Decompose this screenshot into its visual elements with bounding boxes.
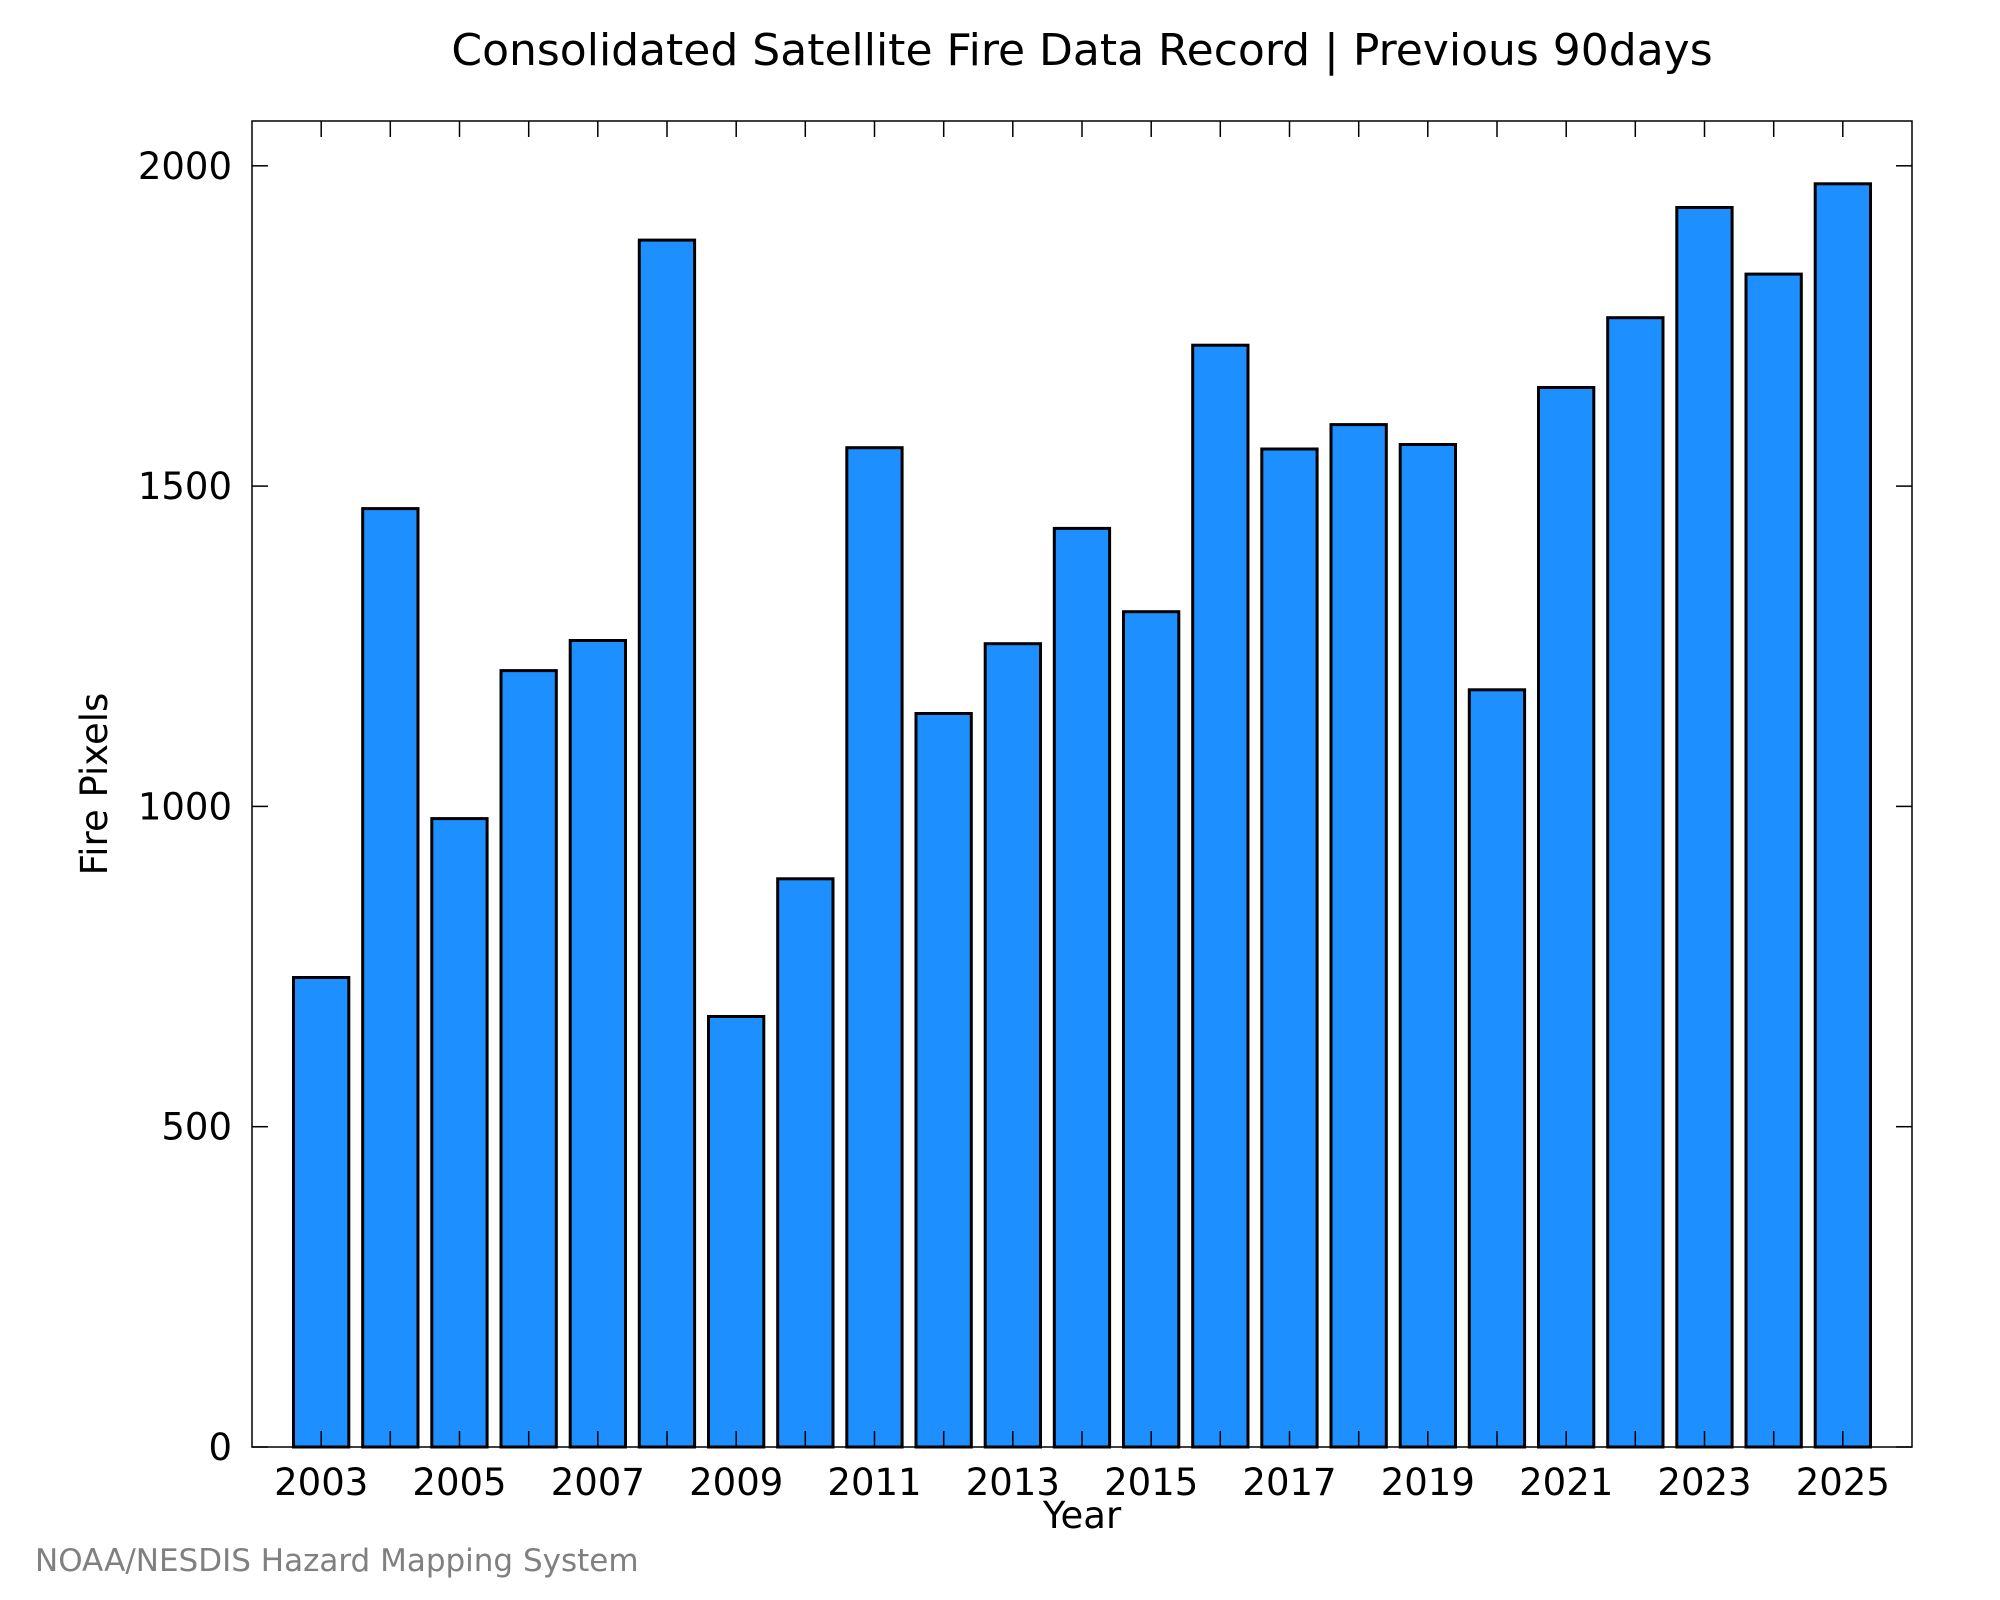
x-axis-label: Year xyxy=(1042,1494,1122,1537)
bar-2003 xyxy=(292,976,351,1449)
y-tick-label-500: 500 xyxy=(161,1106,232,1149)
bar-2010 xyxy=(776,877,835,1449)
bar-2015 xyxy=(1122,610,1181,1449)
bar-2019 xyxy=(1398,443,1457,1449)
x-tick-label-2019: 2019 xyxy=(1381,1461,1475,1504)
bar-2013 xyxy=(983,642,1043,1449)
bar-2018 xyxy=(1329,423,1388,1449)
bar-2006 xyxy=(499,669,558,1449)
bar-2024 xyxy=(1744,272,1803,1449)
bar-2020 xyxy=(1467,688,1527,1449)
bar-2022 xyxy=(1606,316,1665,1449)
chart-title: Consolidated Satellite Fire Data Record … xyxy=(451,25,1712,76)
ticks-group xyxy=(252,121,1912,1448)
credit-text: NOAA/NESDIS Hazard Mapping System xyxy=(35,1543,639,1579)
x-tick-label-2011: 2011 xyxy=(827,1461,921,1504)
bars-group xyxy=(292,182,1872,1449)
x-tick-label-2013: 2013 xyxy=(966,1461,1060,1504)
y-tick-label-1000: 1000 xyxy=(138,785,232,828)
x-tick-label-2025: 2025 xyxy=(1796,1461,1890,1504)
bar-2021 xyxy=(1537,386,1596,1449)
y-tick-labels: 0 500 1000 1500 2000 xyxy=(138,145,232,1469)
x-tick-label-2007: 2007 xyxy=(551,1461,645,1504)
bar-2014 xyxy=(1052,526,1112,1449)
bar-2012 xyxy=(914,712,973,1449)
x-tick-label-2015: 2015 xyxy=(1104,1461,1198,1504)
x-tick-label-2003: 2003 xyxy=(274,1461,368,1504)
x-tick-label-2005: 2005 xyxy=(412,1461,506,1504)
bar-2025 xyxy=(1813,182,1872,1449)
bar-2016 xyxy=(1191,343,1250,1449)
bar-2007 xyxy=(568,639,628,1449)
plot-frame xyxy=(251,120,1913,1448)
y-axis-label: Fire Pixels xyxy=(73,693,116,876)
bar-2017 xyxy=(1260,447,1319,1449)
bar-2023 xyxy=(1675,206,1734,1449)
y-tick-label-1500: 1500 xyxy=(138,465,232,508)
bar-2005 xyxy=(430,817,489,1449)
x-tick-label-2009: 2009 xyxy=(689,1461,783,1504)
bar-2011 xyxy=(845,446,904,1449)
x-tick-labels: 2003 2005 2007 2009 2011 2013 2015 2017 2019 2021… xyxy=(274,1461,1890,1504)
x-tick-label-2023: 2023 xyxy=(1657,1461,1751,1504)
bar-2009 xyxy=(707,1015,766,1449)
y-tick-label-2000: 2000 xyxy=(138,145,232,188)
bar-2008 xyxy=(637,238,697,1449)
y-tick-label-0: 0 xyxy=(208,1426,232,1469)
x-tick-label-2017: 2017 xyxy=(1242,1461,1336,1504)
bar-2004 xyxy=(361,507,420,1449)
x-tick-label-2021: 2021 xyxy=(1519,1461,1613,1504)
